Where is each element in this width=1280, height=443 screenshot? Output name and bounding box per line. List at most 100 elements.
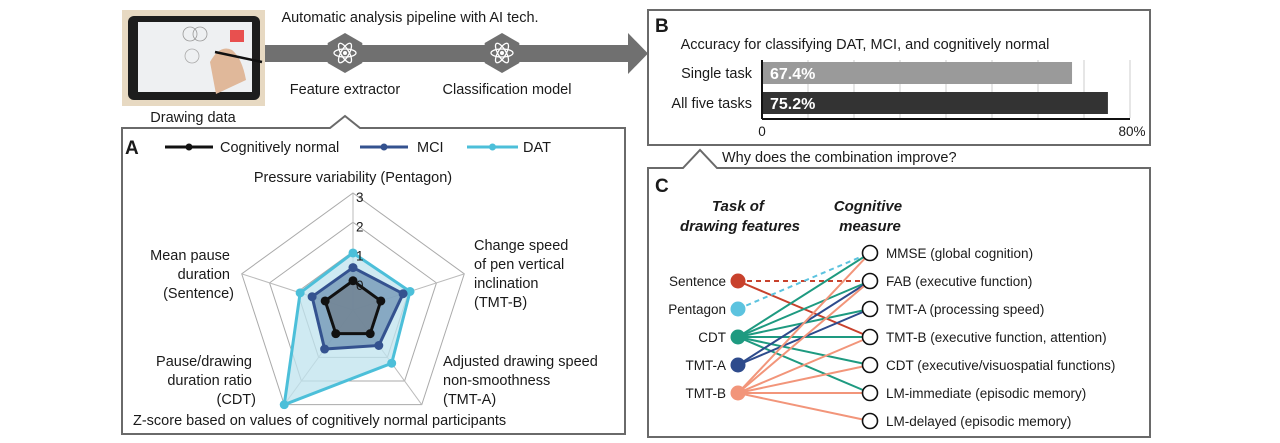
panel-b-letter: B <box>655 16 669 37</box>
atom-icon <box>484 33 520 73</box>
classification-model-label: Classification model <box>443 82 572 98</box>
measure-node: CDT (executive/visuospatial functions) <box>861 356 1115 374</box>
network-edge <box>737 252 871 394</box>
radar-axis-label-tmtb: Change speed of pen vertical inclination… <box>474 238 572 311</box>
measure-node: LM-immediate (episodic memory) <box>861 384 1086 402</box>
radar-point <box>398 289 408 299</box>
bar-category-label: All five tasks <box>671 96 752 112</box>
task-node-dot <box>730 385 746 401</box>
network-edge <box>737 336 871 366</box>
radar-point <box>279 400 289 410</box>
tablet-photo <box>122 10 265 106</box>
network-edge <box>737 252 871 310</box>
radar-series-cognitively-normal <box>320 276 386 339</box>
bar-row: Single task 67.4% <box>681 62 1073 84</box>
radar-point <box>387 358 397 368</box>
radar-grid-ring <box>268 221 438 382</box>
radar-footnote: Z-score based on values of cognitively n… <box>133 413 506 429</box>
bar <box>762 92 1108 114</box>
network-edge <box>737 280 871 338</box>
network-edge <box>737 280 871 394</box>
bar-tick-label: 80% <box>1118 124 1145 139</box>
task-header: Task of drawing features <box>680 198 800 235</box>
radar-point <box>348 276 358 286</box>
pipeline-title: Automatic analysis pipeline with AI tech… <box>281 10 538 26</box>
network-edges <box>737 252 871 422</box>
legend-item: DAT <box>467 140 551 156</box>
measure-node-circle <box>861 328 879 346</box>
radar-point <box>320 296 330 306</box>
atom-nucleus <box>343 51 347 55</box>
drawing-data-label: Drawing data <box>150 110 236 126</box>
task-node-label: TMT-B <box>686 386 727 401</box>
legend-marker <box>380 143 388 151</box>
radar-point <box>295 288 305 298</box>
task-node: CDT <box>698 329 746 345</box>
measure-node-label: TMT-A (processing speed) <box>886 302 1044 317</box>
atom-icon <box>327 33 363 73</box>
measure-node: MMSE (global cognition) <box>861 244 1033 262</box>
radar-tick-label: 2 <box>356 219 364 234</box>
measure-node-circle <box>861 412 879 430</box>
atom-orbit <box>490 48 514 58</box>
legend-marker <box>185 143 193 151</box>
measure-node-circle <box>861 272 879 290</box>
question-text: Why does the combination improve? <box>722 150 957 166</box>
task-node: Pentagon <box>668 301 746 317</box>
legend-label: MCI <box>417 140 444 156</box>
radar-tick-label: 1 <box>356 249 364 264</box>
radar-grid-ring <box>241 192 465 406</box>
radar-point <box>348 248 358 258</box>
bar-row: All five tasks 75.2% <box>671 92 1108 114</box>
measure-node-circle <box>861 244 879 262</box>
legend-item: Cognitively normal <box>165 140 339 156</box>
panel-c-letter: C <box>655 176 669 197</box>
measure-node-label: FAB (executive function) <box>886 274 1032 289</box>
network-edge <box>737 252 871 338</box>
panel-b-frame <box>647 9 1151 146</box>
atom-orbit <box>494 42 510 64</box>
bar-category-label: Single task <box>681 66 753 82</box>
task-node-dot <box>730 329 746 345</box>
atom-orbit <box>494 42 510 64</box>
radar-tick-label: 3 <box>356 190 364 205</box>
measure-node-label: CDT (executive/visuospatial functions) <box>886 358 1115 373</box>
task-node-label: Pentagon <box>668 302 726 317</box>
measure-node: LM-delayed (episodic memory) <box>861 412 1071 430</box>
task-node: Sentence <box>669 273 746 289</box>
measure-node-label: MMSE (global cognition) <box>886 246 1033 261</box>
atom-orbit <box>333 48 357 58</box>
task-node-label: TMT-A <box>686 358 727 373</box>
task-node: TMT-B <box>686 385 746 401</box>
network-edge <box>737 392 871 422</box>
panel-c-frame <box>647 148 1151 438</box>
task-node-label: CDT <box>698 330 726 345</box>
legend-marker <box>489 143 496 151</box>
radar-polygon <box>323 278 383 336</box>
radar-point <box>307 292 317 302</box>
radar-axis-label-sentence: Mean pause duration (Sentence) <box>150 248 234 302</box>
task-node-label: Sentence <box>669 274 726 289</box>
radar-tick-label: 0 <box>356 278 364 293</box>
radar-axis-label-pressure: Pressure variability (Pentagon) <box>254 170 452 186</box>
radar-point <box>331 329 341 339</box>
panel-a-frame <box>121 114 626 435</box>
radar-point <box>348 263 358 273</box>
atom-orbit <box>337 42 353 64</box>
radar-point <box>374 340 384 350</box>
measure-node-label: TMT-B (executive function, attention) <box>886 330 1107 345</box>
measure-node-circle <box>861 356 879 374</box>
bar <box>762 62 1073 84</box>
radar-point <box>365 329 375 339</box>
measure-node: FAB (executive function) <box>861 272 1032 290</box>
network-edge <box>737 336 871 394</box>
measure-node-label: LM-immediate (episodic memory) <box>886 386 1086 401</box>
radar-point <box>320 344 330 354</box>
bar-chart-title: Accuracy for classifying DAT, MCI, and c… <box>681 37 1050 53</box>
measure-node-circle <box>861 384 879 402</box>
legend-label: DAT <box>523 140 551 156</box>
panel-a-letter: A <box>125 138 139 159</box>
radar-point <box>376 296 386 306</box>
